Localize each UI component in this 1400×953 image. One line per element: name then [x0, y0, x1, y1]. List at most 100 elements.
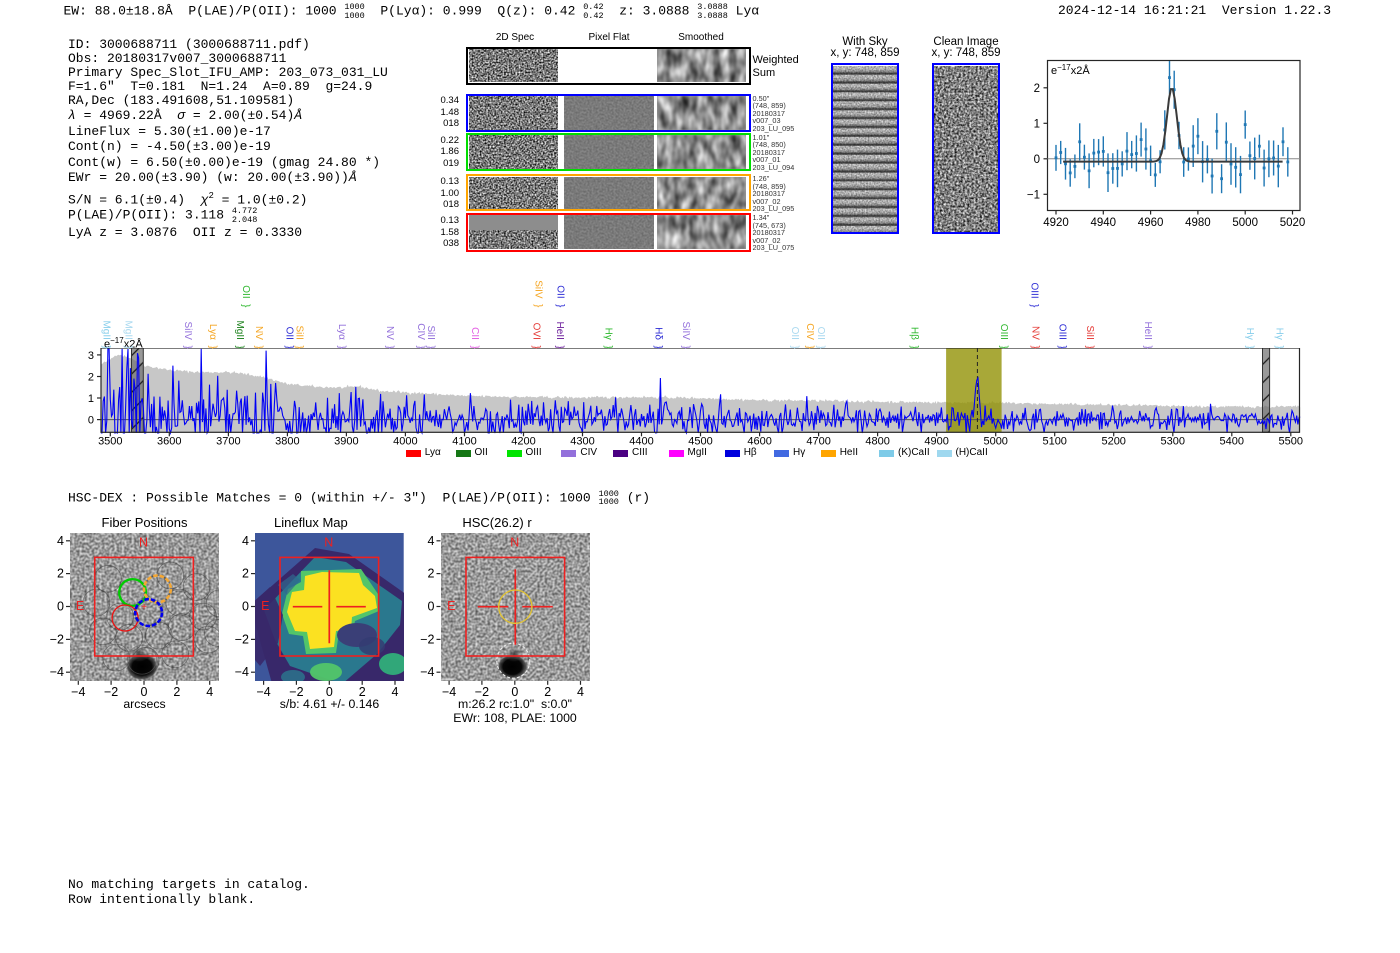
svg-text:−1: −1 — [1027, 189, 1040, 201]
svg-text:4600: 4600 — [747, 436, 771, 448]
svg-text:1: 1 — [1034, 118, 1040, 130]
svg-text:−2: −2 — [104, 685, 118, 699]
svg-text:4940: 4940 — [1091, 217, 1117, 229]
svg-text:SiIV }: SiIV } — [533, 280, 544, 308]
svg-text:4: 4 — [242, 534, 249, 548]
svg-text:4200: 4200 — [511, 436, 535, 448]
svg-text:3: 3 — [88, 350, 94, 362]
svg-text:4900: 4900 — [924, 436, 948, 448]
svg-text:SiII }: SiII } — [294, 325, 305, 349]
svg-text:5020: 5020 — [1280, 217, 1306, 229]
svg-text:4: 4 — [392, 685, 399, 699]
svg-text:OII }: OII } — [815, 327, 826, 350]
svg-text:4000: 4000 — [393, 436, 417, 448]
svg-text:2: 2 — [359, 685, 366, 699]
svg-text:3900: 3900 — [334, 436, 358, 448]
svg-text:OIII }: OIII } — [998, 324, 1009, 350]
svg-text:SiII }: SiII } — [1084, 325, 1095, 349]
svg-text:Lyα }: Lyα } — [336, 324, 347, 350]
svg-text:E: E — [76, 599, 84, 613]
svg-text:CII }: CII } — [469, 327, 480, 349]
svg-text:3500: 3500 — [98, 436, 122, 448]
svg-text:0: 0 — [428, 600, 435, 614]
svg-text:N: N — [510, 535, 519, 549]
svg-text:HeII }: HeII } — [1142, 322, 1153, 350]
svg-text:0: 0 — [242, 600, 249, 614]
svg-text:5300: 5300 — [1161, 436, 1185, 448]
svg-text:Hδ }: Hδ } — [653, 327, 664, 349]
svg-text:1: 1 — [88, 393, 94, 405]
svg-text:4: 4 — [577, 685, 584, 699]
svg-text:0: 0 — [326, 685, 333, 699]
svg-text:3800: 3800 — [275, 436, 299, 448]
svg-text:OIII }: OIII } — [1029, 282, 1040, 308]
svg-text:MgII }: MgII } — [101, 320, 112, 349]
svg-text:4800: 4800 — [865, 436, 889, 448]
svg-text:5400: 5400 — [1220, 436, 1244, 448]
svg-text:MgII }: MgII } — [123, 320, 134, 349]
svg-text:0: 0 — [141, 685, 148, 699]
svg-text:OII }: OII } — [789, 327, 800, 350]
svg-text:−2: −2 — [475, 685, 489, 699]
svg-text:−4: −4 — [256, 685, 270, 699]
svg-text:NV }: NV } — [253, 326, 264, 349]
svg-text:MgII }: MgII } — [234, 320, 245, 349]
svg-text:−4: −4 — [420, 665, 434, 679]
svg-text:−4: −4 — [71, 685, 85, 699]
svg-text:NV }: NV } — [384, 326, 395, 349]
svg-text:OIII }: OIII } — [1057, 324, 1068, 350]
svg-text:N: N — [324, 535, 333, 549]
svg-text:+: + — [141, 602, 147, 613]
svg-text:5100: 5100 — [1042, 436, 1066, 448]
svg-text:−4: −4 — [442, 685, 456, 699]
svg-text:SiII }: SiII } — [425, 325, 436, 349]
svg-text:E: E — [447, 599, 455, 613]
svg-text:4: 4 — [57, 534, 64, 548]
svg-text:4300: 4300 — [570, 436, 594, 448]
svg-text:2: 2 — [173, 685, 180, 699]
svg-text:4: 4 — [206, 685, 213, 699]
svg-text:4100: 4100 — [452, 436, 476, 448]
svg-text:OVI }: OVI } — [531, 323, 542, 350]
svg-text:5500: 5500 — [1279, 436, 1303, 448]
svg-text:E: E — [261, 599, 269, 613]
svg-text:−2: −2 — [235, 632, 249, 646]
svg-text:SiIV }: SiIV } — [182, 322, 193, 350]
svg-text:0: 0 — [511, 685, 518, 699]
svg-text:−2: −2 — [50, 632, 64, 646]
svg-text:2: 2 — [428, 567, 435, 581]
svg-text:−2: −2 — [420, 632, 434, 646]
svg-text:CIV }: CIV } — [415, 323, 426, 349]
svg-text:3700: 3700 — [216, 436, 240, 448]
svg-text:4: 4 — [428, 534, 435, 548]
svg-text:OII }: OII } — [240, 285, 251, 308]
svg-text:5000: 5000 — [1232, 217, 1258, 229]
svg-text:−2: −2 — [289, 685, 303, 699]
svg-text:4400: 4400 — [629, 436, 653, 448]
svg-text:Hγ }: Hγ } — [1244, 328, 1255, 350]
svg-text:OII }: OII } — [555, 285, 566, 308]
svg-text:N: N — [139, 535, 148, 549]
svg-text:4960: 4960 — [1138, 217, 1164, 229]
svg-text:2: 2 — [1034, 83, 1040, 95]
svg-text:SiIV }: SiIV } — [680, 322, 691, 350]
svg-text:4500: 4500 — [688, 436, 712, 448]
svg-text:Lyα }: Lyα } — [207, 324, 218, 350]
svg-text:4920: 4920 — [1043, 217, 1069, 229]
svg-text:3600: 3600 — [157, 436, 181, 448]
svg-text:5200: 5200 — [1101, 436, 1125, 448]
svg-text:−4: −4 — [235, 665, 249, 679]
svg-text:2: 2 — [88, 372, 94, 384]
svg-text:e−17x2Å: e−17x2Å — [1051, 63, 1090, 78]
svg-text:Hγ }: Hγ } — [603, 328, 614, 350]
svg-text:2: 2 — [544, 685, 551, 699]
svg-text:0: 0 — [88, 415, 94, 427]
svg-text:−4: −4 — [50, 665, 64, 679]
svg-text:4700: 4700 — [806, 436, 830, 448]
svg-text:HeII }: HeII } — [554, 322, 565, 350]
svg-text:4980: 4980 — [1185, 217, 1211, 229]
svg-text:Hγ }: Hγ } — [1274, 328, 1285, 350]
svg-text:NV }: NV } — [1030, 326, 1041, 349]
svg-text:0: 0 — [57, 600, 64, 614]
svg-text:5000: 5000 — [983, 436, 1007, 448]
